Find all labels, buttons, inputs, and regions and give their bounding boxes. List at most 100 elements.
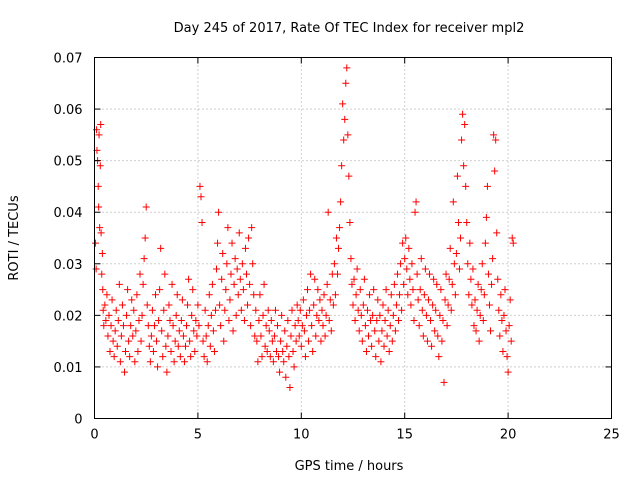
data-point bbox=[454, 219, 462, 227]
data-point bbox=[223, 260, 231, 268]
data-point bbox=[200, 353, 208, 361]
data-point bbox=[102, 317, 110, 325]
data-point bbox=[389, 311, 397, 319]
y-tick-label: 0.06 bbox=[54, 103, 83, 118]
data-point bbox=[435, 353, 443, 361]
data-point bbox=[306, 306, 314, 314]
data-point bbox=[503, 353, 511, 361]
data-point bbox=[156, 286, 164, 294]
data-point bbox=[95, 131, 103, 139]
data-point bbox=[214, 239, 222, 247]
data-point bbox=[461, 121, 469, 129]
data-point bbox=[465, 291, 473, 299]
data-point bbox=[410, 317, 418, 325]
data-point bbox=[468, 301, 476, 309]
data-point bbox=[466, 239, 474, 247]
data-point bbox=[139, 280, 147, 288]
data-point bbox=[281, 327, 289, 335]
data-point bbox=[383, 332, 391, 340]
data-point bbox=[387, 291, 395, 299]
data-point bbox=[211, 306, 219, 314]
data-point bbox=[300, 327, 308, 335]
data-point bbox=[327, 327, 335, 335]
y-tick-label: 0.05 bbox=[54, 155, 83, 170]
data-point bbox=[393, 270, 401, 278]
data-point bbox=[285, 353, 293, 361]
y-tick-labels: 0 0.01 0.02 0.03 0.04 0.05 0.06 0.07 bbox=[54, 52, 83, 428]
data-point bbox=[118, 301, 126, 309]
data-point bbox=[484, 270, 492, 278]
data-point bbox=[424, 296, 432, 304]
data-point bbox=[147, 332, 155, 340]
data-point bbox=[481, 239, 489, 247]
data-point bbox=[244, 301, 252, 309]
data-point bbox=[153, 337, 161, 345]
data-point bbox=[290, 363, 298, 371]
data-point bbox=[168, 280, 176, 288]
data-point bbox=[98, 270, 106, 278]
x-tick-labels: 0 5 10 15 20 25 bbox=[90, 428, 619, 443]
data-point bbox=[335, 244, 343, 252]
data-point bbox=[175, 327, 183, 335]
data-point bbox=[337, 198, 345, 206]
data-point bbox=[213, 265, 221, 273]
data-point bbox=[198, 219, 206, 227]
data-point bbox=[252, 306, 260, 314]
data-point bbox=[169, 322, 177, 330]
data-point bbox=[166, 317, 174, 325]
data-point bbox=[128, 296, 136, 304]
data-point bbox=[271, 306, 279, 314]
data-point bbox=[365, 332, 373, 340]
data-points bbox=[92, 64, 517, 392]
data-point bbox=[209, 327, 217, 335]
grid-lines bbox=[94, 57, 612, 419]
data-point bbox=[233, 265, 241, 273]
data-point bbox=[423, 337, 431, 345]
data-point bbox=[203, 358, 211, 366]
data-point bbox=[217, 322, 225, 330]
data-point bbox=[258, 353, 266, 361]
data-point bbox=[475, 337, 483, 345]
data-point bbox=[342, 79, 350, 87]
data-point bbox=[500, 311, 508, 319]
data-point bbox=[449, 198, 457, 206]
data-point bbox=[360, 275, 368, 283]
data-point bbox=[221, 306, 229, 314]
data-point bbox=[235, 229, 243, 237]
data-point bbox=[110, 353, 118, 361]
data-point bbox=[376, 311, 384, 319]
data-point bbox=[338, 162, 346, 170]
data-point bbox=[201, 306, 209, 314]
data-point bbox=[459, 110, 467, 118]
data-point bbox=[117, 332, 125, 340]
data-point bbox=[494, 275, 502, 283]
data-point bbox=[167, 347, 175, 355]
data-point bbox=[495, 306, 503, 314]
data-point bbox=[482, 213, 490, 221]
data-point bbox=[400, 280, 408, 288]
data-point bbox=[178, 296, 186, 304]
data-point bbox=[282, 373, 290, 381]
data-point bbox=[120, 368, 128, 376]
data-point bbox=[286, 384, 294, 392]
data-point bbox=[264, 306, 272, 314]
data-point bbox=[257, 332, 265, 340]
data-point bbox=[367, 317, 375, 325]
data-point bbox=[399, 239, 407, 247]
data-point bbox=[463, 219, 471, 227]
data-point bbox=[491, 167, 499, 175]
data-point bbox=[371, 327, 379, 335]
data-point bbox=[427, 317, 435, 325]
data-point bbox=[492, 136, 500, 144]
data-point bbox=[138, 311, 146, 319]
data-point bbox=[249, 260, 257, 268]
data-point bbox=[325, 317, 333, 325]
data-point bbox=[347, 255, 355, 263]
data-point bbox=[506, 296, 514, 304]
data-point bbox=[380, 342, 388, 350]
data-point bbox=[320, 291, 328, 299]
x-tick-label: 10 bbox=[293, 428, 310, 443]
data-point bbox=[129, 332, 137, 340]
data-point bbox=[149, 347, 157, 355]
data-point bbox=[310, 301, 318, 309]
